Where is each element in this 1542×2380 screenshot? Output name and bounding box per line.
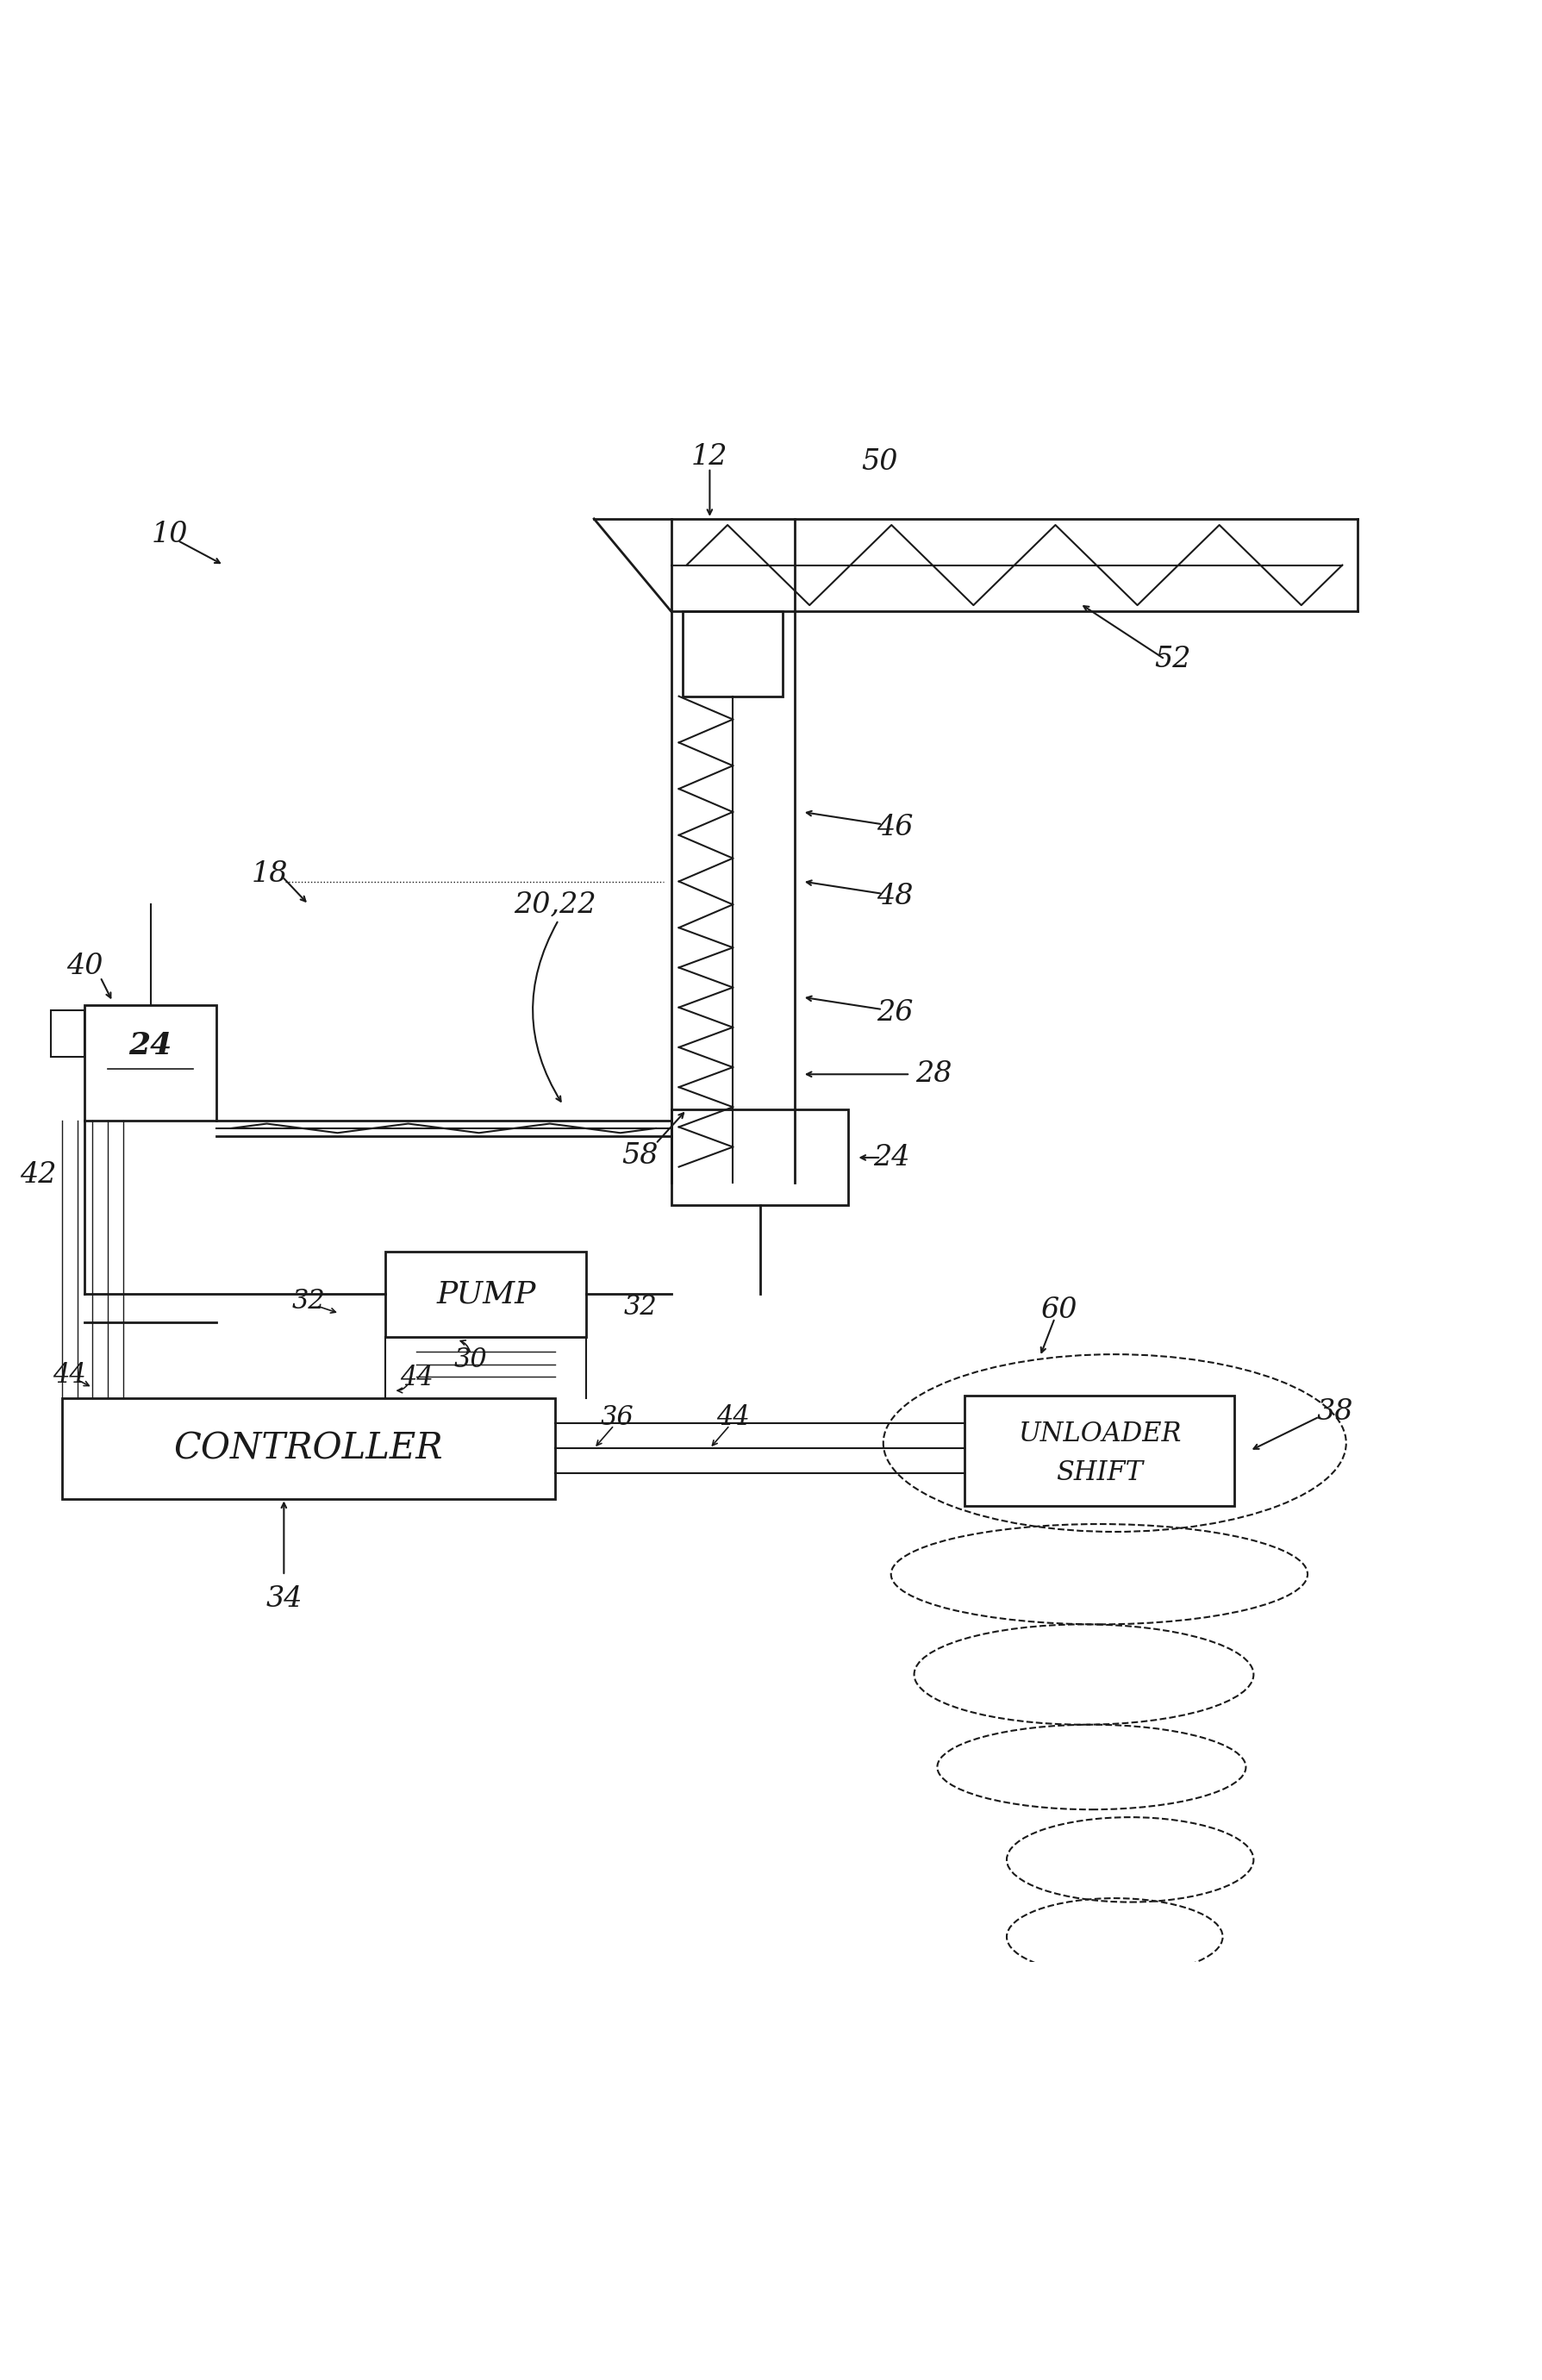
Text: 50: 50 bbox=[860, 447, 897, 476]
Text: 34: 34 bbox=[265, 1585, 302, 1614]
Text: 44: 44 bbox=[52, 1361, 86, 1388]
Text: 46: 46 bbox=[876, 814, 913, 840]
Text: 44: 44 bbox=[715, 1404, 749, 1430]
Text: 52: 52 bbox=[1153, 645, 1190, 674]
Text: 44: 44 bbox=[399, 1364, 433, 1392]
Text: 24: 24 bbox=[873, 1145, 910, 1171]
Text: 36: 36 bbox=[600, 1404, 634, 1430]
Text: 30: 30 bbox=[453, 1347, 487, 1373]
Bar bbox=[51, 1012, 85, 1057]
Bar bbox=[386, 1252, 586, 1338]
Text: 58: 58 bbox=[621, 1142, 658, 1171]
Bar bbox=[62, 1399, 555, 1499]
Text: 42: 42 bbox=[20, 1161, 57, 1188]
Bar bbox=[682, 612, 783, 697]
Text: UNLOADER: UNLOADER bbox=[1018, 1421, 1180, 1447]
Text: SHIFT: SHIFT bbox=[1055, 1459, 1143, 1488]
Text: 48: 48 bbox=[876, 883, 913, 912]
Text: 12: 12 bbox=[691, 443, 728, 471]
Text: 38: 38 bbox=[1315, 1399, 1352, 1426]
Text: 60: 60 bbox=[1039, 1297, 1076, 1323]
Text: 18: 18 bbox=[251, 859, 288, 888]
Bar bbox=[964, 1395, 1234, 1507]
Text: PUMP: PUMP bbox=[436, 1280, 535, 1309]
Text: 32: 32 bbox=[291, 1288, 325, 1314]
Bar bbox=[85, 1004, 216, 1121]
Text: 26: 26 bbox=[876, 1000, 913, 1026]
Text: CONTROLLER: CONTROLLER bbox=[174, 1430, 443, 1466]
Text: 32: 32 bbox=[623, 1295, 657, 1321]
Text: 24: 24 bbox=[128, 1031, 173, 1059]
Text: 20,22: 20,22 bbox=[513, 890, 597, 919]
Text: 28: 28 bbox=[914, 1061, 951, 1088]
Text: 10: 10 bbox=[151, 521, 188, 547]
Text: 40: 40 bbox=[66, 952, 103, 981]
Bar bbox=[671, 1109, 848, 1204]
